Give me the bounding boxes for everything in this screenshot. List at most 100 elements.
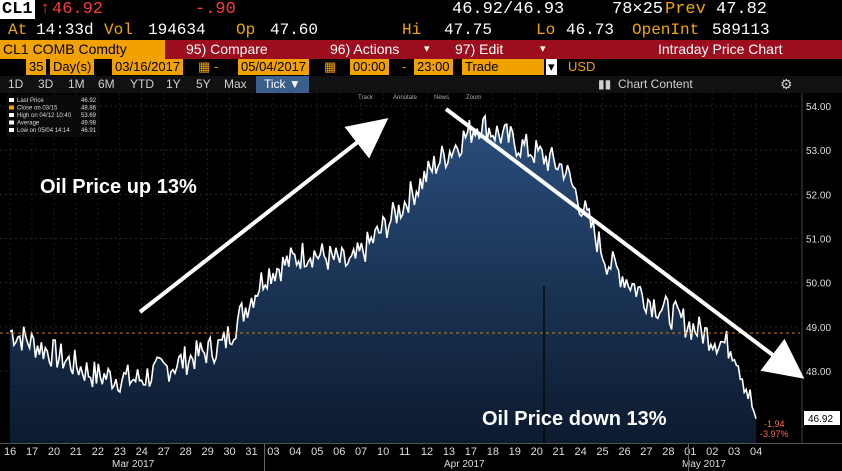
x-tick-label: 28: [179, 446, 192, 458]
x-tick-label: 12: [420, 446, 434, 458]
legend-value: 46.92: [81, 98, 97, 104]
legend-label: Close on 03/15: [17, 106, 58, 112]
bid-ask-size: 78×25: [612, 0, 664, 19]
volume-label: Vol: [104, 21, 133, 39]
quote-line-2: At 14:33d Vol 194634 Op 47.60 Hi 47.75 L…: [0, 21, 842, 41]
annotate-button[interactable]: Annotate: [393, 95, 418, 101]
quote-line-1: CL1 ↑ 46.92 -.90 46.92/46.93 78×25 Prev …: [0, 0, 842, 22]
x-axis: 16 17 20 21 22 23 24 27 28 29 30 31 03 04 05 06 07 10 11 12…: [0, 443, 842, 471]
bid-ask: 46.92/46.93: [452, 0, 565, 19]
period-select[interactable]: Day(s): [50, 59, 95, 75]
tab-max[interactable]: Max: [224, 77, 247, 91]
change-pct: -3.97%: [760, 429, 789, 439]
range-tabs: 1D 3D 1M 6M YTD 1Y 5Y Max Tick ▼ ▮▮ Char…: [0, 76, 842, 93]
chart-title: Intraday Price Chart: [658, 41, 783, 57]
y-tick-label: 53.00: [806, 146, 831, 157]
tab-6m[interactable]: 6M: [98, 77, 115, 91]
prev-close: 47.82: [716, 0, 768, 19]
x-tick-label: 20: [530, 446, 543, 458]
up-arrow-icon: ↑: [40, 0, 51, 19]
end-calendar-icon[interactable]: ▦: [324, 59, 337, 74]
price-area: [10, 116, 756, 443]
x-tick-label: 16: [4, 446, 17, 458]
x-tick-label: 13: [442, 446, 456, 458]
security-field[interactable]: CL1 COMB Comdty: [0, 40, 165, 59]
chart-content-button[interactable]: Chart Content: [618, 77, 693, 91]
y-tick-label: 48.00: [806, 367, 831, 378]
start-time-input[interactable]: 00:00: [350, 59, 389, 75]
legend-swatch: [9, 105, 14, 110]
ticker-label[interactable]: CL1: [0, 0, 35, 19]
news-button[interactable]: News: [434, 95, 449, 101]
legend-label: Average: [17, 121, 40, 127]
chart-toolbar: Track Annotate News Zoom: [358, 95, 481, 101]
start-date-input[interactable]: 03/16/2017: [112, 59, 184, 75]
date-separator: -: [214, 59, 219, 74]
legend-value: 48.86: [81, 106, 97, 112]
days-input[interactable]: 35: [26, 59, 47, 75]
tab-5y[interactable]: 5Y: [196, 77, 211, 91]
price-chart[interactable]: 48.00 49.00 50.00 51.00 52.00 53.00 54.00 Trac…: [0, 93, 842, 443]
tab-3d[interactable]: 3D: [38, 77, 54, 91]
legend-label: Last Price: [17, 98, 44, 104]
open-interest-label: OpenInt: [632, 21, 700, 39]
net-change: -.90: [195, 0, 236, 19]
edit-dropdown-icon[interactable]: ▾: [540, 43, 546, 55]
x-tick-label: 22: [91, 446, 104, 458]
tab-tick[interactable]: Tick ▼: [256, 76, 309, 93]
x-tick-label: 21: [69, 446, 83, 458]
x-tick-label: 29: [201, 446, 214, 458]
y-tick-label: 49.00: [806, 323, 831, 334]
down-trend-arrow: [444, 107, 805, 379]
tab-ytd[interactable]: YTD: [130, 77, 154, 91]
event-select[interactable]: Trade: [462, 59, 544, 75]
open-value: 47.60: [270, 21, 319, 39]
x-tick-label: 24: [135, 446, 148, 458]
actions-menu[interactable]: 96) Actions: [330, 41, 400, 57]
x-tick-label: 24: [574, 446, 587, 458]
annotation-down: Oil Price down 13%: [482, 408, 667, 430]
legend-swatch: [9, 113, 14, 117]
zoom-button[interactable]: Zoom: [466, 95, 481, 101]
x-tick-label: 05: [311, 446, 324, 458]
legend-swatch: [9, 120, 14, 125]
tab-1m[interactable]: 1M: [68, 77, 85, 91]
legend-swatch: [9, 98, 14, 102]
x-tick-label: 27: [157, 446, 170, 458]
volume-value: 194634: [148, 21, 206, 39]
currency-label[interactable]: USD: [568, 59, 596, 74]
at-label: At: [8, 21, 28, 39]
low-label: Lo: [536, 21, 556, 39]
y-tick-label: 50.00: [806, 279, 831, 290]
track-button[interactable]: Track: [358, 95, 374, 101]
gear-icon[interactable]: ⚙: [780, 76, 793, 92]
month-divider: [264, 444, 265, 471]
actions-dropdown-icon[interactable]: ▾: [424, 43, 430, 55]
x-tick-label: 26: [618, 446, 631, 458]
legend-box: [6, 95, 100, 137]
y-tick-label: 54.00: [806, 102, 831, 113]
quote-time: 14:33d: [36, 21, 94, 39]
annotation-up: Oil Price up 13%: [40, 176, 197, 198]
end-date-input[interactable]: 05/04/2017: [238, 59, 310, 75]
tab-1d[interactable]: 1D: [8, 77, 24, 91]
change-abs: -1.94: [764, 419, 785, 429]
x-tick-label: 11: [398, 446, 411, 458]
chart-content-icon[interactable]: ▮▮: [598, 77, 612, 91]
last-price: 46.92: [52, 0, 104, 19]
x-tick-label: 03: [267, 446, 280, 458]
end-time-input[interactable]: 23:00: [414, 59, 453, 75]
high-label: Hi: [402, 21, 422, 39]
edit-menu[interactable]: 97) Edit: [455, 41, 504, 57]
compare-menu[interactable]: 95) Compare: [186, 41, 268, 57]
start-calendar-icon[interactable]: ▦: [198, 59, 211, 74]
x-tick-label: 21: [552, 446, 565, 458]
price-line: [9, 113, 757, 419]
event-dropdown-icon[interactable]: ▾: [546, 59, 557, 75]
x-tick-label: 25: [596, 446, 609, 458]
date-controls: 35 Day(s) 03/16/2017 ▦ - 05/04/2017 ▦ 00…: [0, 59, 842, 76]
x-tick-label: 06: [333, 446, 346, 458]
tab-1y[interactable]: 1Y: [166, 77, 181, 91]
x-tick-label: 17: [464, 446, 477, 458]
x-tick-label: 19: [508, 446, 521, 458]
